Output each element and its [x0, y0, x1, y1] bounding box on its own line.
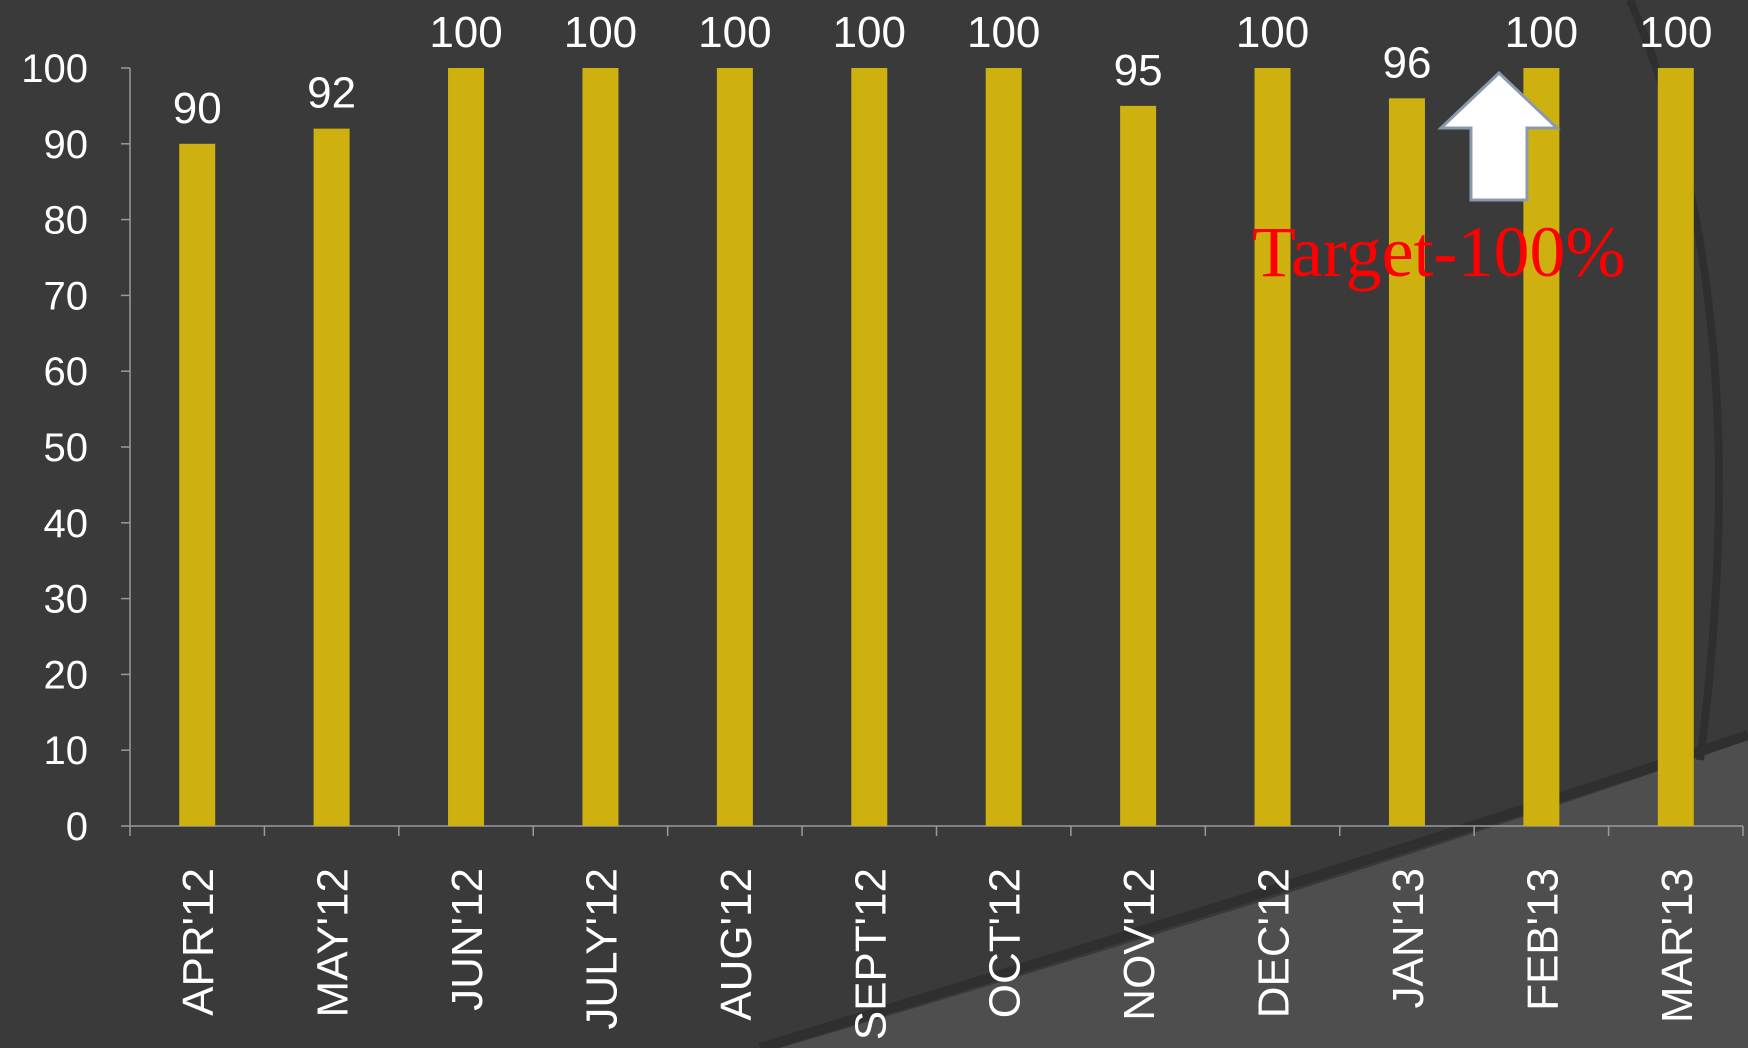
data-label: 100	[967, 8, 1040, 57]
x-tick-label: FEB'13	[1518, 868, 1567, 1011]
data-label: 92	[307, 69, 356, 118]
up-arrow-icon	[1437, 70, 1561, 202]
bar	[313, 128, 350, 826]
data-label: 100	[1639, 8, 1712, 57]
bar	[1388, 98, 1425, 826]
background-swoosh-line	[758, 730, 1748, 1048]
data-label: 100	[833, 8, 906, 57]
bars	[179, 68, 1694, 827]
bar	[448, 68, 485, 826]
x-tick-label: JULY'12	[577, 868, 626, 1030]
target-annotation-text: Target-100%	[1252, 212, 1626, 292]
x-tick-label: DEC'12	[1250, 868, 1299, 1018]
y-tick-label: 30	[44, 578, 89, 622]
y-tick-label: 20	[44, 653, 89, 697]
data-label: 90	[173, 84, 222, 133]
y-tick-label: 0	[66, 805, 88, 849]
x-tick-label: SEPT'12	[846, 868, 895, 1040]
bar	[179, 143, 216, 827]
x-tick-label: MAY'12	[309, 868, 358, 1017]
y-tick-label: 50	[44, 426, 89, 470]
data-label: 96	[1382, 38, 1431, 87]
y-tick-label: 80	[44, 199, 89, 243]
bar	[1254, 68, 1291, 826]
x-tick-label: OCT'12	[981, 868, 1030, 1018]
target-annotation: Target-100%	[1252, 70, 1626, 292]
bar	[985, 68, 1022, 826]
bar	[1657, 68, 1694, 826]
y-tick-label: 90	[44, 123, 89, 167]
x-tick-label: NOV'12	[1115, 868, 1164, 1021]
data-label: 100	[429, 8, 502, 57]
y-tick-label: 60	[44, 350, 89, 394]
data-label: 95	[1114, 46, 1163, 95]
data-label: 100	[698, 8, 771, 57]
y-tick-label: 10	[44, 729, 89, 773]
bar	[1523, 68, 1560, 826]
data-label: 100	[564, 8, 637, 57]
x-tick-label: APR'12	[174, 868, 223, 1016]
data-label: 100	[1505, 8, 1578, 57]
bar	[1120, 105, 1157, 826]
y-tick-label: 40	[44, 502, 89, 546]
x-tick-label: JUN'12	[443, 868, 492, 1011]
x-tick-label: AUG'12	[712, 868, 761, 1021]
y-tick-label: 100	[21, 47, 88, 91]
y-tick-label: 70	[44, 274, 89, 318]
x-tick-label: MAR'13	[1653, 868, 1702, 1023]
background-swoosh-light	[780, 740, 1748, 1048]
x-tick-label: JAN'13	[1384, 868, 1433, 1008]
axes: 0 10 20 30 40 50 60 70 80 90 100	[21, 47, 1744, 849]
data-label: 100	[1236, 8, 1309, 57]
bar	[851, 68, 888, 826]
data-labels: 90 APR'12 92 MAY'12 100 JUN'12 100 JULY'12 100 AU…	[173, 8, 1713, 1040]
bar	[582, 68, 619, 826]
bar	[716, 68, 753, 826]
